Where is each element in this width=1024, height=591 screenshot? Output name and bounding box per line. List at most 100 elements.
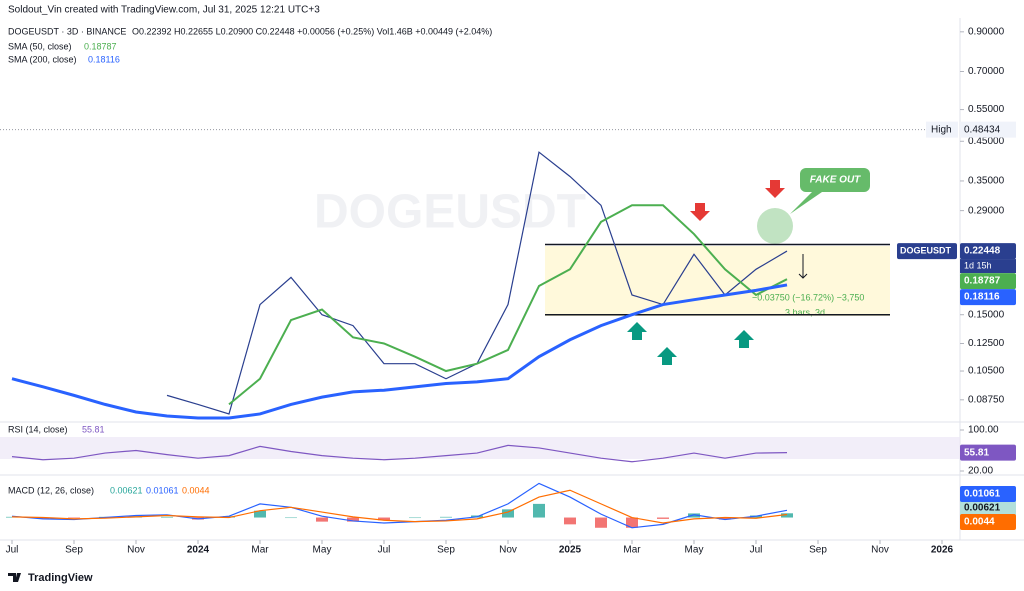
high-value: 0.48434 bbox=[964, 124, 1001, 135]
symbol: DOGEUSDT · 3D · BINANCE bbox=[8, 26, 126, 36]
macd-histogram-bar bbox=[688, 513, 700, 518]
macd-histogram-bar bbox=[316, 517, 328, 522]
bars-label: 3 bars, 3d bbox=[785, 307, 825, 317]
x-tick-label: 2024 bbox=[187, 545, 210, 556]
rsi-badge-value: 55.81 bbox=[964, 447, 989, 458]
macd-histogram-bar bbox=[161, 516, 173, 518]
high-badge bbox=[926, 121, 958, 138]
macd-histogram-bar bbox=[223, 516, 235, 518]
x-tick-label: Mar bbox=[251, 545, 269, 556]
macd-histogram-bar bbox=[657, 517, 669, 519]
high-label: High bbox=[931, 124, 952, 135]
macd-histogram-bar bbox=[37, 517, 49, 519]
sma50-legend: SMA (50, close) bbox=[8, 41, 72, 51]
footer-logo: TradingView bbox=[28, 572, 93, 584]
countdown-badge bbox=[960, 259, 1016, 274]
ohlc: O0.22392 H0.22655 L0.20900 C0.22448 +0.0… bbox=[132, 26, 492, 36]
macd-line bbox=[11, 482, 788, 529]
rsi-band bbox=[0, 437, 960, 459]
macd-histogram-bar bbox=[409, 517, 421, 519]
y-tick-label: 0.10500 bbox=[968, 366, 1005, 377]
x-tick-label: Nov bbox=[127, 545, 145, 556]
plot-area bbox=[0, 129, 960, 529]
sma200-badge-value: 0.18116 bbox=[964, 292, 1000, 303]
y-tick-label: 0.45000 bbox=[968, 136, 1005, 147]
watermark: DOGEUSDT bbox=[314, 186, 586, 239]
logo-mark bbox=[8, 573, 21, 582]
range-box bbox=[545, 246, 890, 316]
measure-arrow bbox=[798, 254, 808, 279]
sma200-badge-value-badge bbox=[960, 289, 1016, 306]
last-price: 0.22448 bbox=[964, 246, 1001, 257]
macd-signal-value: 0.0044 bbox=[182, 485, 210, 495]
down-arrow bbox=[690, 203, 710, 221]
x-tick-label: Sep bbox=[437, 545, 455, 556]
high-value-badge bbox=[960, 121, 1016, 138]
last-price-badge bbox=[960, 243, 1016, 260]
rsi-value: 55.81 bbox=[82, 424, 105, 434]
credit: Soldout_Vin created with TradingView.com… bbox=[8, 5, 320, 16]
price-series-line bbox=[228, 204, 788, 406]
x-tick-label: Jul bbox=[6, 545, 19, 556]
rsi-line bbox=[11, 444, 788, 463]
rsi-badge-value-badge bbox=[960, 444, 1016, 461]
x-tick-label: Sep bbox=[809, 545, 827, 556]
x-tick-label: Jul bbox=[378, 545, 391, 556]
y-tick-label: 0.90000 bbox=[968, 26, 1005, 37]
fake-out-circle bbox=[757, 208, 793, 244]
macd-histogram-bar bbox=[781, 513, 793, 518]
y-tick-label: 0.70000 bbox=[968, 66, 1005, 77]
macd-hist-value: 0.00621 bbox=[110, 485, 143, 495]
macd-histogram-bar bbox=[254, 510, 266, 518]
sma200-legend: SMA (200, close) bbox=[8, 54, 77, 64]
sma50-value: 0.18787 bbox=[84, 41, 117, 51]
countdown: 1d 15h bbox=[964, 260, 992, 270]
up-arrow bbox=[657, 347, 677, 365]
macd-histogram-bar bbox=[564, 517, 576, 525]
macd-histogram-bar bbox=[378, 517, 390, 521]
rsi-tick-label: 100.00 bbox=[968, 425, 999, 436]
macd-badge-value-badge bbox=[960, 514, 1016, 530]
macd-histogram-bar bbox=[719, 517, 731, 520]
y-tick-label: 0.35000 bbox=[968, 176, 1005, 187]
y-tick-label: 0.12500 bbox=[968, 338, 1005, 349]
x-tick-label: May bbox=[685, 545, 704, 556]
macd-histogram-bar bbox=[502, 509, 514, 518]
macd-histogram-bar bbox=[626, 517, 638, 528]
x-tick-label: 2025 bbox=[559, 545, 582, 556]
sma50-badge-value-badge bbox=[960, 273, 1016, 290]
x-tick-label: Mar bbox=[623, 545, 641, 556]
x-tick-label: May bbox=[313, 545, 332, 556]
x-tick-label: Nov bbox=[871, 545, 889, 556]
macd-badge-value: 0.01061 bbox=[964, 489, 1001, 500]
fake-out-box bbox=[800, 168, 870, 192]
macd-badge-value: 0.00621 bbox=[964, 503, 1001, 514]
up-arrow bbox=[734, 330, 754, 348]
rsi-tick-label: 20.00 bbox=[968, 466, 993, 477]
up-arrow bbox=[627, 322, 647, 340]
macd-histogram-bar bbox=[347, 517, 359, 522]
symbol-badge-label: DOGEUSDT bbox=[900, 245, 952, 255]
macd-histogram-bar bbox=[440, 516, 452, 518]
macd-line bbox=[11, 489, 788, 524]
measure-label: −0.03750 (−16.72%) −3,750 bbox=[752, 292, 864, 302]
x-tick-label: Sep bbox=[65, 545, 83, 556]
macd-histogram-bar bbox=[285, 517, 297, 519]
macd-histogram-bar bbox=[68, 517, 80, 519]
macd-badge-value-badge bbox=[960, 486, 1016, 502]
sma200-value: 0.18116 bbox=[88, 54, 120, 64]
y-tick-label: 0.55000 bbox=[968, 104, 1005, 115]
macd-badge-value-badge bbox=[960, 500, 1016, 516]
macd-title: MACD (12, 26, close) bbox=[8, 485, 94, 495]
fake-out-pointer bbox=[790, 192, 822, 214]
price-series-line bbox=[11, 283, 788, 420]
y-tick-label: 0.29000 bbox=[968, 205, 1005, 216]
sma50-badge-value: 0.18787 bbox=[964, 276, 1001, 287]
macd-badge-value: 0.0044 bbox=[964, 517, 995, 528]
down-arrow bbox=[765, 180, 785, 198]
x-tick-label: Nov bbox=[499, 545, 517, 556]
x-tick-label: 2026 bbox=[931, 545, 954, 556]
macd-histogram-bar bbox=[595, 517, 607, 528]
fake-out-label: FAKE OUT bbox=[810, 175, 861, 186]
